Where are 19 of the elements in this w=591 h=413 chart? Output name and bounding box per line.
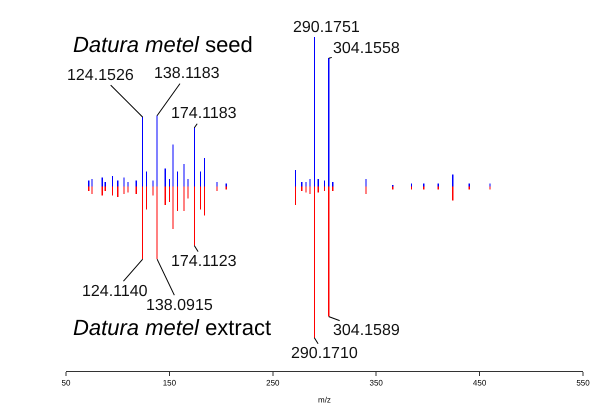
annotation: 304.1558 [333,40,400,57]
annotation: 290.1710 [291,345,358,362]
annotation: 138.0915 [146,297,213,314]
x-tick-label: 450 [472,378,487,388]
annotation: 290.1751 [293,19,360,36]
x-axis-title: m/z [318,396,331,405]
annotation: 174.1183 [171,105,237,122]
annotation: 138.1183 [154,65,220,82]
annotation: Datura metel extract [73,315,272,340]
x-tick-label: 150 [162,378,177,388]
annotation: 304.1589 [333,322,400,339]
x-tick-label: 50 [62,378,71,388]
x-tick-label: 250 [266,378,280,388]
annotation: 174.1123 [171,253,237,270]
annotation: Datura metel seed [73,32,253,57]
x-tick-label: 350 [370,378,384,388]
annotation: 124.1526 [67,67,134,84]
x-tick-label: 550 [576,378,590,388]
annotation: 124.1140 [82,283,148,300]
